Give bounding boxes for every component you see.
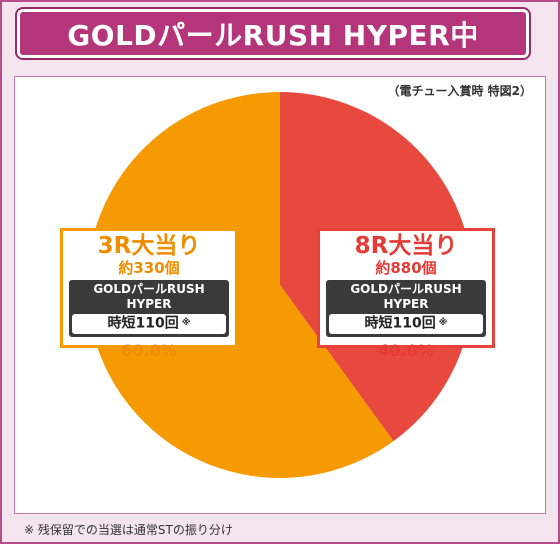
label-3r-payout: 約330個 — [118, 259, 180, 277]
label-8r-percent: 40.0% — [378, 340, 434, 360]
label-8r-st-box: 時短110回 ※ — [329, 314, 483, 334]
label-3r-mode: GOLDパールRUSH HYPER — [93, 282, 205, 311]
label-3r-mode-box: GOLDパールRUSH HYPER 時短110回 ※ — [69, 280, 229, 337]
label-3r-st: 時短110回 — [107, 315, 179, 332]
label-3r-title: 3R大当り — [97, 233, 201, 259]
label-8r-mode-box: GOLDパールRUSH HYPER 時短110回 ※ — [326, 280, 486, 337]
slice-label-3r: 3R大当り 約330個 GOLDパールRUSH HYPER 時短110回 ※ 60… — [60, 228, 238, 360]
label-3r-st-box: 時短110回 ※ — [72, 314, 226, 334]
label-8r-title: 8R大当り — [354, 233, 458, 259]
label-8r-st-mark: ※ — [438, 318, 448, 328]
page-title: GOLDパールRUSH HYPER中 — [17, 9, 529, 58]
slice-label-8r: 8R大当り 約880個 GOLDパールRUSH HYPER 時短110回 ※ 40… — [317, 228, 495, 360]
label-8r-mode: GOLDパールRUSH HYPER — [350, 282, 462, 311]
label-3r-percent: 60.0% — [121, 340, 177, 360]
label-8r-payout: 約880個 — [375, 259, 437, 277]
note-text: （電チュー入賞時 特図2） — [387, 84, 532, 98]
label-3r-st-mark: ※ — [181, 318, 191, 328]
label-8r-st: 時短110回 — [364, 315, 436, 332]
pie-slice-1 — [87, 92, 394, 478]
footnote: ※ 残保留での当選は通常STの振り分け — [24, 523, 233, 537]
